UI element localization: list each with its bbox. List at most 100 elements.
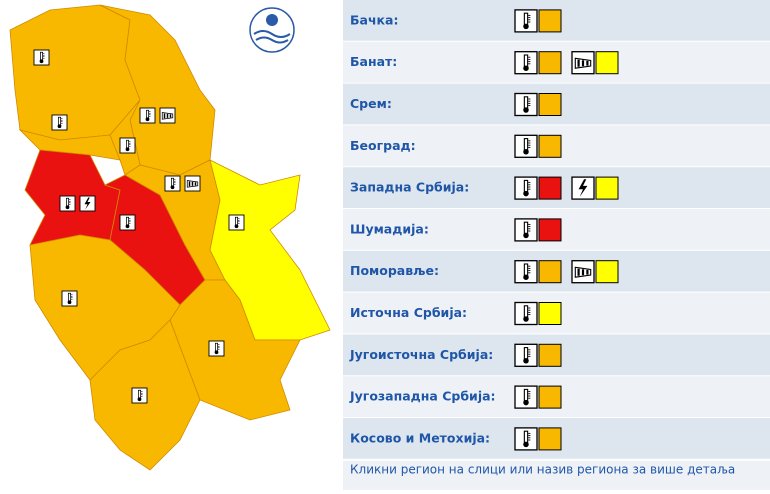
map [9,4,331,471]
temperature-icon [59,195,76,212]
warning-level [538,260,562,284]
temperature-icon [228,214,245,231]
footer: Кликни регион на слици или назив региона… [350,463,735,477]
temperature-icon [514,301,538,326]
lightning [578,179,588,197]
warning-level [538,427,562,451]
region-name[interactable]: Срем: [350,96,392,111]
thermo-tube [215,342,218,352]
thermo-bulb [67,300,72,305]
thermo-bulb [137,397,142,402]
warning-level [538,176,562,200]
thermo-tube [171,177,174,187]
thermo-tube [523,305,529,319]
warning-level [538,302,562,325]
thermo-bulb [214,350,219,355]
temperature-icon [208,340,225,357]
thermo-tube [523,96,529,110]
thermo-tube [68,292,71,302]
table: Бачка: Банат: Срем: Београд: Западна Србија:… [343,0,770,461]
warning-level [538,51,562,75]
region-name[interactable]: Поморавље: [350,263,439,278]
temperature-icon [51,114,68,131]
wind-icon [184,175,201,192]
warning-level [538,134,562,158]
region-name[interactable]: Банат: [350,54,397,69]
thermo-tube [523,12,529,26]
region-name[interactable]: Косово и Метохија: [350,430,490,445]
wind-icon [571,260,595,284]
thermo-tube [138,389,141,399]
region-name[interactable]: Југоисточна Србија: [349,347,493,362]
region-name[interactable]: Шумадија: [350,221,429,236]
thermo-tube [66,197,69,207]
thermo-bulb [523,358,529,364]
warning-level [538,9,562,33]
temperature-icon [514,260,538,284]
temperature-icon [514,134,538,158]
thermo-bulb [523,399,529,406]
temperature-icon [119,137,136,154]
temperature-icon [139,107,156,124]
warning-level [595,51,619,75]
temperature-icon [514,218,538,242]
thermo-tube [523,221,529,235]
thermo-bulb [523,149,529,155]
thermo-bulb [170,185,175,190]
region-name[interactable]: Југозападна Србија: [349,389,496,404]
map-region[interactable] [209,159,331,341]
thermo-tube [146,109,149,119]
logo [249,7,295,53]
wind-icon [159,107,176,124]
wind-icon [571,51,595,75]
thermo-tube [523,54,529,68]
temperature-icon [514,427,538,451]
thermo-tube [523,430,529,444]
storm-icon [571,176,595,200]
thermo-tube [523,263,529,277]
temperature-icon [119,214,136,231]
thermo-bulb [65,205,70,210]
warning-level [538,93,562,116]
thermo-tube [523,138,529,152]
temperature-icon [33,49,50,66]
temperature-icon [514,9,538,33]
region-name[interactable]: Источна Србија: [350,305,467,320]
temperature-icon [61,290,78,307]
temperature-icon [514,92,538,117]
thermo-bulb [523,274,529,280]
region-name[interactable]: Београд: [350,138,416,153]
region-name[interactable]: Бачка: [350,12,398,27]
map-region[interactable] [9,4,141,141]
thermo-bulb [523,65,529,71]
warning-level [595,176,619,200]
thermo-tube [523,388,529,403]
thermo-bulb [125,224,130,229]
thermo-bulb [57,124,62,129]
thermo-bulb [234,224,239,229]
temperature-icon [514,176,538,200]
temperature-icon [514,343,538,367]
warning-level [538,218,562,242]
thermo-tube [523,347,529,361]
thermo-bulb [523,23,529,30]
thermo-tube [523,179,529,194]
thermo-bulb [39,59,44,64]
warning-level [538,343,562,367]
thermo-bulb [145,117,150,122]
thermo-tube [40,51,43,61]
thermo-bulb [523,107,529,113]
thermo-bulb [523,190,529,197]
thermo-bulb [523,316,529,322]
lightning [84,197,91,210]
thermo-bulb [523,232,529,239]
temperature-icon [131,387,148,404]
temperature-icon [514,385,538,409]
thermo-tube [235,216,238,226]
temperature-icon [164,175,181,192]
storm-icon [79,195,96,212]
warning-level [595,260,619,284]
region-name[interactable]: Западна Србија: [350,180,469,195]
warning-level [538,385,562,409]
thermo-tube [58,116,61,126]
